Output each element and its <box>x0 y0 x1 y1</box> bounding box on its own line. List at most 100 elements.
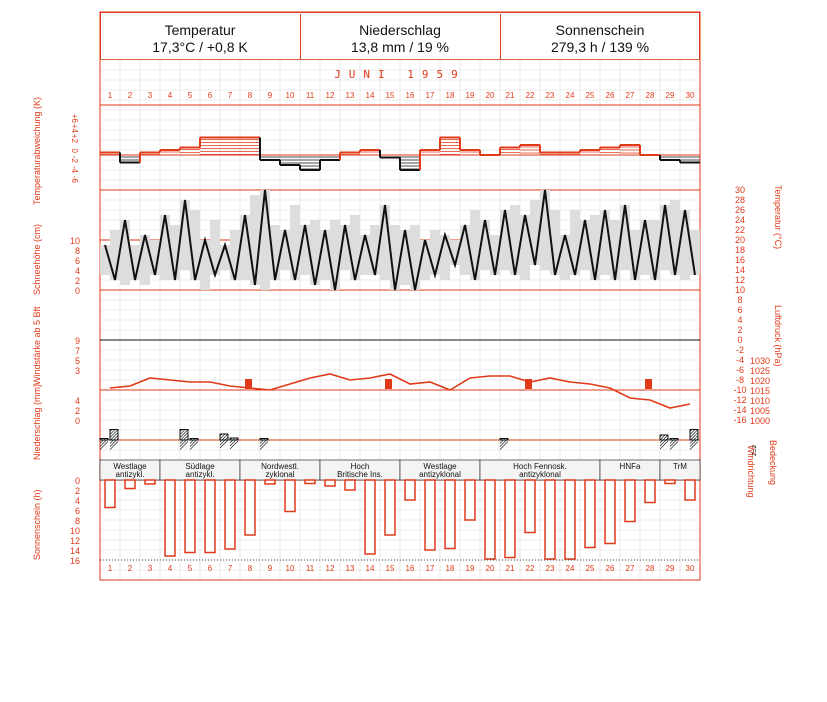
precipitation-hatch <box>109 429 119 438</box>
temperature-range <box>530 200 540 265</box>
day-label-bottom: 13 <box>346 564 355 573</box>
temperature-right-tick: -12 <box>733 395 746 405</box>
weather-type-sublabel: antizyklonal <box>519 470 561 479</box>
sunshine-bar <box>264 479 276 485</box>
day-label-top: 23 <box>546 91 555 100</box>
day-label-top: 12 <box>326 91 335 100</box>
anomaly-tick: +4 <box>70 124 79 134</box>
temperature-range <box>570 210 580 275</box>
precipitation-hatch <box>229 437 239 447</box>
precipitation-hatch <box>229 440 239 450</box>
day-label-bottom: 30 <box>686 564 695 573</box>
precipitation-hatch <box>189 438 199 447</box>
temperature-range <box>100 245 110 275</box>
anomaly-tick: -6 <box>70 176 79 184</box>
precipitation-hatch <box>259 438 263 441</box>
temperature-range <box>150 240 160 275</box>
snow-tick: 2 <box>75 276 80 286</box>
temperature-range <box>290 205 300 280</box>
precipitation-hatch <box>689 429 693 432</box>
temperature-range <box>520 215 530 280</box>
day-label-bottom: 11 <box>306 564 315 573</box>
precipitation-hatch <box>179 438 189 447</box>
pressure-tick: 1025 <box>750 366 770 376</box>
precipitation-hatch <box>659 437 669 447</box>
sunshine-title: Sonnenschein <box>555 22 645 38</box>
day-label-bottom: 25 <box>586 564 595 573</box>
temperature-range <box>310 220 320 285</box>
day-label-top: 17 <box>426 91 435 100</box>
sunshine-bar <box>184 479 196 554</box>
sunshine-bar <box>484 479 496 560</box>
weather-type-label: Hoch Fennosk. <box>513 462 567 471</box>
temperature-range <box>160 215 170 280</box>
temperature-right-tick: -16 <box>733 415 746 425</box>
chart-frame <box>99 11 701 581</box>
precipitation-hatch <box>229 437 233 441</box>
weather-type-sublabel: zyklonal <box>266 470 295 479</box>
sunshine-bar <box>324 479 336 487</box>
snow-tick: 6 <box>75 256 80 266</box>
sunshine-bar <box>164 479 176 557</box>
precipitation-hatch <box>109 435 119 444</box>
wind-bar <box>645 379 652 389</box>
precipitation-hatch <box>659 434 666 441</box>
precipitation-hatch <box>259 438 269 447</box>
temperature-range <box>610 220 620 280</box>
temperature-range <box>350 215 360 280</box>
sunshine-bar <box>384 479 396 536</box>
temperature-right-tick: -10 <box>733 385 746 395</box>
precipitation-hatch <box>109 429 113 432</box>
sunshine-bar <box>464 479 476 521</box>
day-label-top: 20 <box>486 91 495 100</box>
sunshine-tick: 2 <box>75 486 80 496</box>
precipitation-hatch <box>99 438 106 444</box>
precipitation-tick: 0 <box>75 416 80 426</box>
precipitation-hatch <box>659 434 663 438</box>
precipitation-hatch <box>219 433 226 440</box>
sunshine-bar <box>604 479 616 545</box>
precipitation-bar <box>689 429 699 441</box>
month-title: JUNI 1959 <box>334 68 466 81</box>
wind-tick: 3 <box>75 366 80 376</box>
snow-tick: 4 <box>75 266 80 276</box>
day-label-top: 1 <box>108 91 113 100</box>
sunshine-bar <box>224 479 236 550</box>
pressure-tick: 1030 <box>750 356 770 366</box>
precipitation-hatch <box>219 436 229 446</box>
precipitation-hatch <box>189 438 196 444</box>
anomaly-tick: -2 <box>70 156 79 164</box>
precipitation-hatch <box>669 438 676 444</box>
sunshine-bar <box>664 479 676 485</box>
day-label-bottom: 14 <box>366 564 375 573</box>
precipitation-hatch <box>219 439 229 449</box>
day-label-bottom: 17 <box>426 564 435 573</box>
sunshine-bar <box>504 479 516 559</box>
precipitation-hatch <box>499 441 509 450</box>
temperature-range <box>300 225 310 275</box>
temperature-range <box>470 210 480 280</box>
temperature-range <box>120 220 130 285</box>
day-label-top: 29 <box>666 91 675 100</box>
temperature-value: 17,3°C / +0,8 K <box>152 39 248 55</box>
temperature-right-tick: 12 <box>735 275 745 285</box>
sunshine-bar <box>344 479 356 491</box>
temperature-range <box>660 205 670 270</box>
precipitation-value: 13,8 mm / 19 % <box>350 39 450 55</box>
bedeckung-label: Bedeckung <box>768 440 778 485</box>
day-label-top: 21 <box>506 91 515 100</box>
precipitation-hatch <box>109 441 119 450</box>
day-label-top: 11 <box>306 91 315 100</box>
precipitation-hatch <box>669 438 673 441</box>
anomaly-axis-label: Temperaturabweichung (K) <box>32 97 42 205</box>
day-label-bottom: 8 <box>248 564 253 573</box>
temperature-right-tick: -2 <box>736 345 744 355</box>
temperature-range <box>410 225 420 290</box>
snow-axis-label: Schneehöhe (cm) <box>32 224 42 295</box>
temperature-range <box>500 210 510 270</box>
temperature-range <box>200 240 210 290</box>
temperature-range <box>360 235 370 275</box>
anomaly-tick: 0 <box>70 149 79 154</box>
precipitation-hatch <box>229 437 236 444</box>
precipitation-hatch <box>689 435 699 444</box>
